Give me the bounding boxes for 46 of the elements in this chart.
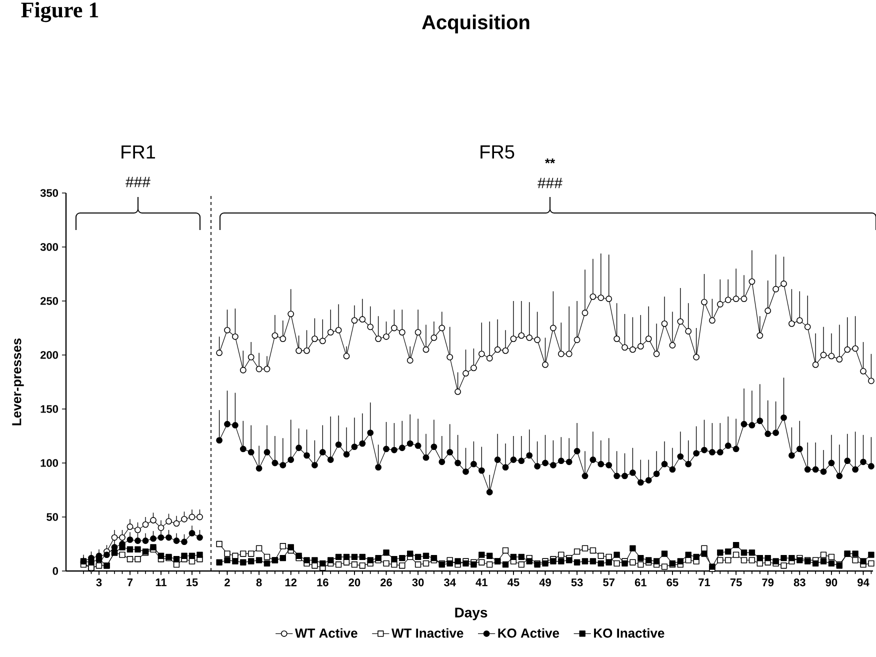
x-tick-label: 8 xyxy=(256,578,262,586)
x-tick-label: 3 xyxy=(96,578,102,586)
x-tick-label: 16 xyxy=(317,578,328,586)
x-tick-label: 15 xyxy=(186,578,198,586)
x-tick-label: 90 xyxy=(826,578,838,586)
text: ** xyxy=(544,158,556,164)
y-tick-label: 50 xyxy=(46,513,58,521)
x-tick-label: 79 xyxy=(762,578,774,586)
text: ### xyxy=(538,178,562,188)
x-tick-label: 26 xyxy=(380,578,392,586)
legend-label: WT Inactive xyxy=(391,628,464,638)
legend-label: KO Active xyxy=(498,628,560,638)
legend-label: KO Inactive xyxy=(594,628,664,638)
x-tick-label: 57 xyxy=(603,578,614,586)
text: FR5 xyxy=(480,145,514,159)
text: ### xyxy=(126,176,150,188)
x-tick-label: 12 xyxy=(285,578,297,586)
x-tick-label: 34 xyxy=(444,578,456,586)
x-tick-label: 2 xyxy=(224,578,230,586)
x-tick-label: 83 xyxy=(794,578,806,586)
y-tick-label: 0 xyxy=(52,567,58,575)
x-tick-label: 7 xyxy=(127,578,133,586)
y-tick-label: 150 xyxy=(40,405,58,413)
x-axis-title: Days xyxy=(455,608,488,620)
x-tick-label: 53 xyxy=(571,578,583,586)
text: FR1 xyxy=(122,145,156,159)
x-tick-label: 30 xyxy=(412,578,424,586)
y-tick-label: 300 xyxy=(40,243,58,251)
x-tick-label: 41 xyxy=(476,578,488,586)
x-tick-label: 45 xyxy=(508,578,520,586)
x-tick-label: 65 xyxy=(666,578,678,586)
y-tick-label: 200 xyxy=(40,351,58,359)
x-tick-label: 94 xyxy=(858,578,870,586)
x-tick-label: 20 xyxy=(348,578,360,586)
y-tick-label: 350 xyxy=(40,189,58,197)
x-tick-label: 61 xyxy=(634,578,646,586)
chart-title: Acquisition xyxy=(422,14,530,34)
y-tick-label: 250 xyxy=(40,297,58,305)
x-tick-label: 49 xyxy=(539,578,551,586)
x-tick-label: 11 xyxy=(156,578,166,586)
legend-label: WT Active xyxy=(294,628,358,638)
y-tick-label: 100 xyxy=(40,459,58,467)
y-axis-title: Lever-presses xyxy=(12,338,24,426)
caption: Figure 1 xyxy=(21,2,98,22)
x-tick-label: 75 xyxy=(730,578,742,586)
x-tick-label: 71 xyxy=(698,578,710,586)
